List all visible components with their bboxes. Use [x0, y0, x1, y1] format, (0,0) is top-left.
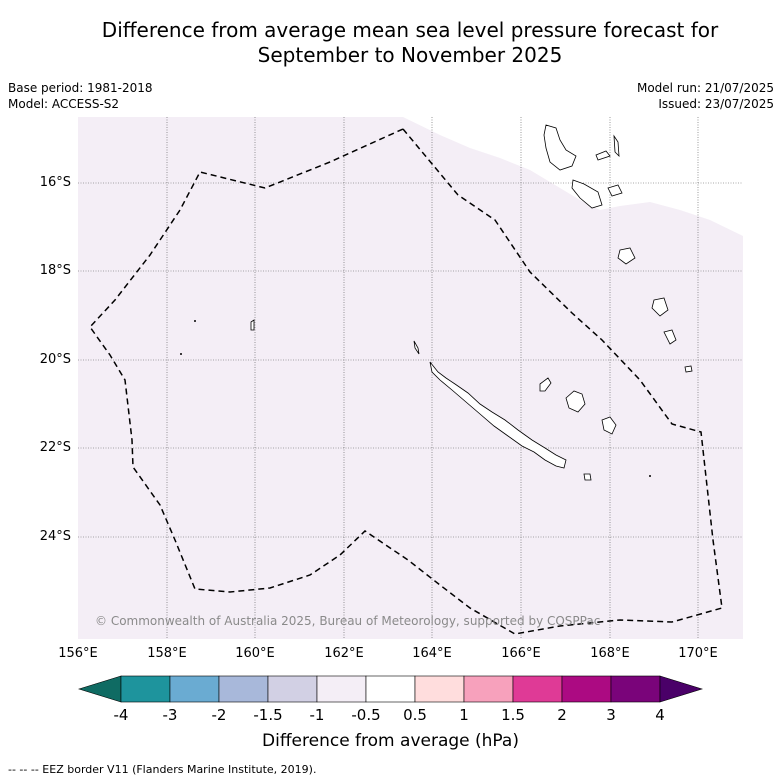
colorbar-tick-label: -1: [309, 706, 325, 724]
lat-label: 22°S: [39, 440, 71, 455]
colorbar-extend-high: [659, 675, 704, 703]
lon-label: 158°E: [147, 646, 187, 661]
tanna-island: [663, 329, 677, 345]
colorbar-segment: [120, 675, 171, 703]
lon-label: 156°E: [58, 646, 98, 661]
issued-date: Issued: 23/07/2025: [658, 97, 774, 111]
colorbar-tick-label: -3: [162, 706, 178, 724]
colorbar-segment: [463, 675, 514, 703]
lon-label: 162°E: [324, 646, 364, 661]
malekula-island: [571, 179, 603, 209]
reef-dot: [180, 353, 182, 355]
colorbar-segment: [414, 675, 465, 703]
colorbar-tick-label: 1.5: [501, 706, 525, 724]
lifou-island: [565, 390, 586, 413]
lat-label: 24°S: [39, 529, 71, 544]
pentecost-island: [613, 134, 620, 158]
espiritu-santo-island: [543, 124, 577, 171]
colorbar-tick-label: 0.5: [403, 706, 427, 724]
colorbar-segment: [610, 675, 661, 703]
colorbar-title: Difference from average (hPa): [262, 731, 519, 751]
meta-right: Model run: 21/07/2025 Issued: 23/07/2025: [637, 80, 774, 112]
aneityum-island: [684, 365, 693, 373]
copyright-notice: © Commonwealth of Australia 2025, Bureau…: [95, 614, 601, 628]
title-line-2: September to November 2025: [257, 43, 563, 67]
reef-dot: [194, 320, 196, 322]
lat-label: 20°S: [39, 352, 71, 367]
lon-label: 166°E: [501, 646, 541, 661]
colorbar-tick-label: -4: [113, 706, 129, 724]
colorbar-segment: [169, 675, 220, 703]
colorbar-segment: [512, 675, 563, 703]
belep-island: [413, 340, 420, 355]
colorbar-tick-label: 3: [606, 706, 616, 724]
lon-label: 168°E: [590, 646, 630, 661]
colorbar-segment: [316, 675, 367, 703]
colorbar-segment: [561, 675, 612, 703]
colorbar-tick-label: 2: [557, 706, 567, 724]
colorbar-segment: [267, 675, 318, 703]
ouvea-island: [539, 377, 552, 392]
colorbar: [77, 675, 704, 703]
colorbar-tick-label: 1: [459, 706, 469, 724]
lat-label: 18°S: [39, 263, 71, 278]
colorbar-tick-label: 4: [655, 706, 665, 724]
eez-legend-footer: -- -- -- EEZ border V11 (Flanders Marine…: [8, 763, 317, 776]
title-line-1: Difference from average mean sea level p…: [101, 18, 719, 42]
colorbar-segment: [218, 675, 269, 703]
mare-island: [601, 416, 617, 435]
lon-label: 164°E: [412, 646, 452, 661]
model-run: Model run: 21/07/2025: [636, 81, 774, 95]
efate-island: [617, 247, 636, 265]
colorbar-segment: [365, 675, 416, 703]
chart-title: Difference from average mean sea level p…: [0, 18, 781, 68]
lon-label: 170°E: [678, 646, 718, 661]
colorbar-tick-label: -2: [211, 706, 227, 724]
ambrym-island: [607, 184, 623, 197]
lat-label: 16°S: [39, 175, 71, 190]
base-period: Base period: 1981-2018: [8, 81, 153, 95]
lon-label: 160°E: [235, 646, 275, 661]
colorbar-extend-low: [77, 675, 122, 703]
model-name: Model: ACCESS-S2: [8, 97, 120, 111]
isle-of-pines: [583, 473, 592, 481]
colorbar-tick-label: -0.5: [351, 706, 381, 724]
erromango-island: [651, 297, 669, 317]
reef-dot: [649, 475, 651, 477]
chesterfield-island: [250, 319, 255, 331]
colorbar-tick-label: -1.5: [253, 706, 283, 724]
new-caledonia-island: [429, 361, 567, 469]
ambae-island: [595, 150, 611, 161]
meta-left: Base period: 1981-2018 Model: ACCESS-S2: [8, 80, 153, 112]
neutral-region: [403, 117, 743, 236]
